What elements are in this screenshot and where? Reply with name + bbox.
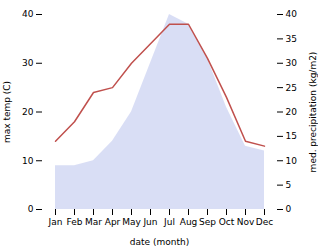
svg-text:Feb: Feb	[67, 217, 83, 227]
svg-text:max temp (C): max temp (C)	[2, 81, 12, 143]
svg-text:5: 5	[286, 180, 292, 190]
svg-text:May: May	[122, 217, 141, 227]
svg-text:Sep: Sep	[199, 217, 216, 227]
svg-text:40: 40	[286, 9, 298, 19]
svg-text:Aug: Aug	[180, 217, 198, 227]
svg-text:Dec: Dec	[256, 217, 273, 227]
svg-text:Apr: Apr	[105, 217, 121, 227]
svg-text:Jul: Jul	[163, 217, 175, 227]
svg-text:10: 10	[22, 156, 34, 166]
svg-text:35: 35	[286, 34, 297, 44]
svg-text:date (month): date (month)	[130, 237, 189, 247]
svg-text:Mar: Mar	[85, 217, 102, 227]
svg-text:20: 20	[22, 107, 34, 117]
svg-text:0: 0	[286, 204, 292, 214]
svg-text:15: 15	[286, 131, 297, 141]
svg-text:Oct: Oct	[219, 217, 235, 227]
svg-text:Nov: Nov	[237, 217, 255, 227]
svg-text:30: 30	[286, 58, 298, 68]
svg-text:10: 10	[286, 156, 298, 166]
svg-text:0: 0	[28, 204, 34, 214]
svg-text:25: 25	[286, 83, 297, 93]
svg-text:30: 30	[22, 58, 34, 68]
svg-text:med. precipitation (kg/m2): med. precipitation (kg/m2)	[308, 52, 318, 173]
svg-text:Jan: Jan	[48, 217, 63, 227]
svg-text:40: 40	[22, 9, 34, 19]
svg-text:Jun: Jun	[142, 217, 157, 227]
svg-text:20: 20	[286, 107, 298, 117]
